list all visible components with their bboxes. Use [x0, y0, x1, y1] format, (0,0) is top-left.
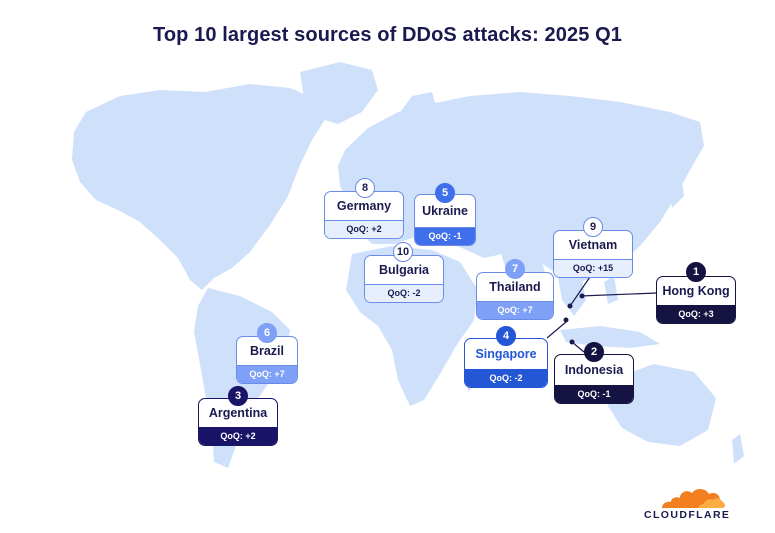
- philippines-islands: [604, 276, 618, 304]
- australia-landmass: [608, 364, 716, 446]
- qoq-change: QoQ: -1: [415, 227, 475, 245]
- qoq-change: QoQ: +7: [237, 365, 297, 383]
- qoq-change: QoQ: -2: [465, 369, 547, 387]
- north-america-landmass: [72, 84, 326, 290]
- card-singapore: Singapore QoQ: -2: [464, 338, 548, 388]
- country-name: Brazil: [249, 344, 285, 358]
- qoq-change: QoQ: +3: [657, 305, 735, 323]
- country-name: Germany: [336, 199, 392, 213]
- rank-badge: 8: [355, 178, 375, 198]
- country-name: Ukraine: [422, 204, 468, 218]
- card-argentina: Argentina QoQ: +2: [198, 398, 278, 446]
- rank-badge: 10: [393, 242, 413, 262]
- qoq-change: QoQ: +7: [477, 301, 553, 319]
- country-name: Thailand: [489, 280, 541, 294]
- country-name: Hong Kong: [662, 284, 730, 298]
- country-name: Indonesia: [564, 363, 624, 377]
- card-vietnam: Vietnam QoQ: +15: [553, 230, 633, 278]
- greenland-landmass: [300, 62, 378, 124]
- japan-islands: [668, 168, 684, 208]
- country-name: Vietnam: [568, 238, 618, 252]
- marker-vietnam: [567, 303, 573, 309]
- rank-badge: 7: [505, 259, 525, 279]
- map-title: Top 10 largest sources of DDoS attacks: …: [153, 24, 622, 46]
- marker-singapore: [563, 317, 569, 323]
- connector-indonesia: [571, 341, 585, 353]
- cloudflare-logo-text: CLOUDFLARE: [644, 509, 731, 521]
- qoq-change: QoQ: +15: [554, 259, 632, 277]
- card-thailand: Thailand QoQ: +7: [476, 272, 554, 320]
- country-name: Bulgaria: [378, 263, 429, 277]
- rank-badge: 3: [228, 386, 248, 406]
- country-name: Argentina: [208, 406, 268, 420]
- southeast-asia-landmass: [556, 266, 586, 316]
- card-brazil: Brazil QoQ: +7: [236, 336, 298, 384]
- card-indonesia: Indonesia QoQ: -1: [554, 354, 634, 404]
- connector-vietnam: [569, 273, 593, 307]
- qoq-change: QoQ: +2: [325, 220, 403, 238]
- qoq-change: QoQ: -2: [365, 284, 443, 302]
- rank-badge: 6: [257, 323, 277, 343]
- qoq-change: QoQ: +2: [199, 427, 277, 445]
- indonesia-islands: [560, 326, 660, 348]
- rank-badge: 2: [584, 342, 604, 362]
- country-name: Singapore: [475, 347, 537, 361]
- new-zealand-islands: [732, 434, 744, 464]
- marker-indonesia: [569, 339, 575, 345]
- qoq-change: QoQ: -1: [555, 385, 633, 403]
- rank-badge: 1: [686, 262, 706, 282]
- marker-hong-kong: [579, 293, 585, 299]
- rank-badge: 4: [496, 326, 516, 346]
- rank-badge: 9: [583, 217, 603, 237]
- scandinavia-landmass: [396, 92, 438, 132]
- cloud-icon: [662, 488, 725, 508]
- rank-badge: 5: [435, 183, 455, 203]
- uk-landmass: [352, 150, 368, 176]
- card-hong-kong: Hong Kong QoQ: +3: [656, 276, 736, 324]
- card-bulgaria: Bulgaria QoQ: -2: [364, 255, 444, 303]
- connector-hong-kong: [579, 292, 658, 297]
- connector-singapore: [546, 321, 567, 339]
- card-germany: Germany QoQ: +2: [324, 191, 404, 239]
